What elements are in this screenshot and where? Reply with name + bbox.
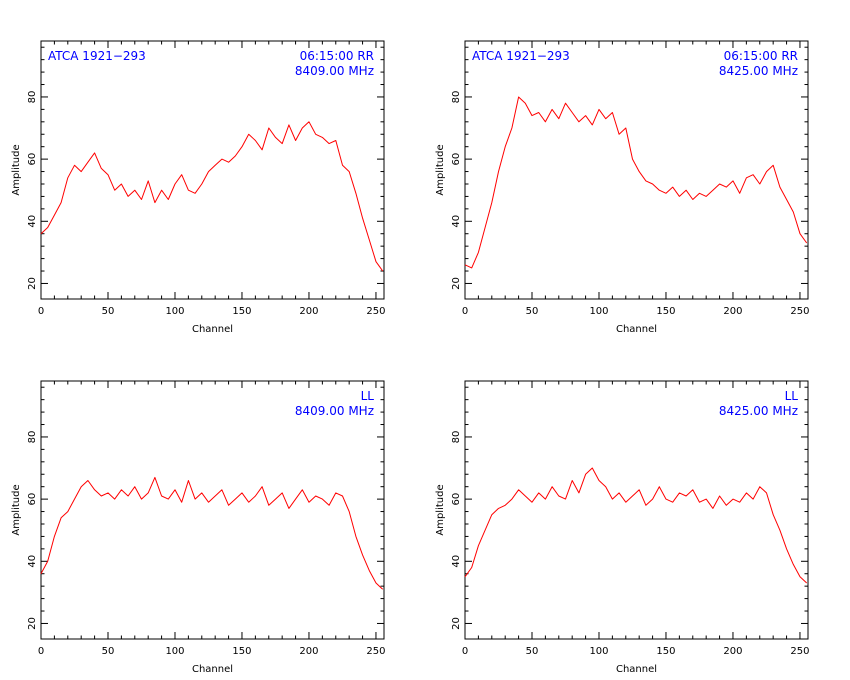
x-axis-label: Channel [616,324,657,335]
x-tick-label: 200 [723,646,742,657]
plot-frame [40,380,385,640]
x-axis-label: Channel [616,664,657,675]
y-tick-label: 20 [27,277,38,290]
x-tick-label: 50 [102,646,115,657]
y-tick-label: 20 [451,617,462,630]
x-tick-label: 50 [526,646,539,657]
amplitude-trace [40,121,384,272]
x-tick-label: 50 [526,306,539,317]
y-tick-label: 80 [27,431,38,444]
x-tick-label: 0 [462,306,468,317]
y-tick-label: 80 [27,91,38,104]
plot-frame [40,40,385,300]
frequency-annotation: 8409.00 MHz [295,404,374,418]
plot-frame [464,380,809,640]
plot-frame [464,40,809,300]
frequency-annotation: 8425.00 MHz [719,64,798,78]
y-tick-label: 40 [27,215,38,228]
source-annotation: ATCA 1921−293 [472,49,570,63]
spectrum-panel: 0 50 100 150 200 250 20 40 60 80 Channel Amplitude L… [435,380,810,675]
y-tick-label: 40 [27,555,38,568]
x-tick-label: 0 [462,646,468,657]
time-pol-annotation: LL [361,389,375,403]
x-tick-label: 250 [366,306,385,317]
y-tick-label: 60 [451,153,462,166]
y-tick-label: 40 [451,215,462,228]
spectrum-panel: 0 50 100 150 200 250 20 40 60 80 Channel Amplitude A… [435,40,810,335]
x-axis-label: Channel [192,324,233,335]
spectrum-panel: 0 50 100 150 200 250 20 40 60 80 Channel Amplitude L… [11,380,386,675]
y-tick-label: 20 [27,617,38,630]
y-tick-label: 20 [451,277,462,290]
y-tick-label: 60 [27,493,38,506]
y-tick-label: 60 [27,153,38,166]
frequency-annotation: 8409.00 MHz [295,64,374,78]
x-tick-label: 150 [232,646,251,657]
spectrum-panel: 0 50 100 150 200 250 20 40 60 80 Channel Amplitude A… [11,40,386,335]
x-tick-label: 100 [165,646,184,657]
x-tick-label: 200 [723,306,742,317]
x-tick-label: 150 [232,306,251,317]
time-pol-annotation: 06:15:00 RR [300,49,374,63]
amplitude-trace [464,467,808,584]
time-pol-annotation: 06:15:00 RR [724,49,798,63]
x-tick-label: 150 [656,306,675,317]
amplitude-trace [40,476,384,590]
frequency-annotation: 8425.00 MHz [719,404,798,418]
x-tick-label: 250 [790,306,809,317]
y-axis-label: Amplitude [435,144,446,195]
source-annotation: ATCA 1921−293 [48,49,146,63]
x-tick-label: 0 [38,646,44,657]
y-tick-label: 80 [451,431,462,444]
y-tick-label: 60 [451,493,462,506]
x-tick-label: 50 [102,306,115,317]
x-tick-label: 150 [656,646,675,657]
x-tick-label: 250 [790,646,809,657]
x-axis-label: Channel [192,664,233,675]
amplitude-trace [464,96,808,269]
y-axis-label: Amplitude [435,484,446,535]
time-pol-annotation: LL [785,389,799,403]
y-axis-label: Amplitude [11,144,22,195]
x-tick-label: 0 [38,306,44,317]
x-tick-label: 200 [299,646,318,657]
y-tick-label: 40 [451,555,462,568]
x-tick-label: 100 [589,306,608,317]
x-tick-label: 250 [366,646,385,657]
x-tick-label: 100 [589,646,608,657]
y-tick-label: 80 [451,91,462,104]
x-tick-label: 100 [165,306,184,317]
y-axis-label: Amplitude [11,484,22,535]
x-tick-label: 200 [299,306,318,317]
